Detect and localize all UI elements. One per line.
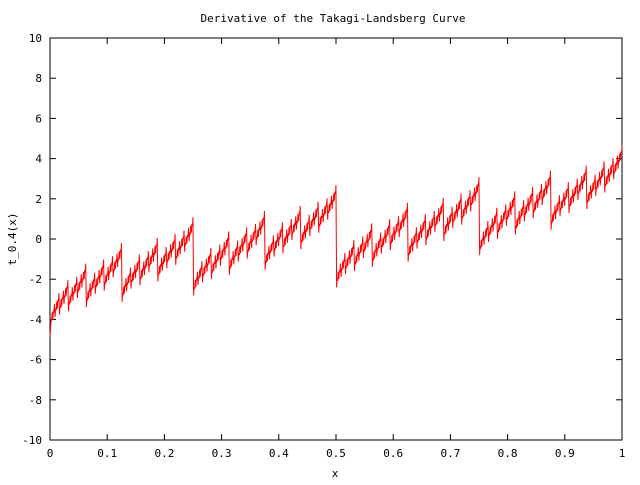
x-tick-label: 0.4 bbox=[269, 447, 289, 460]
y-tick-label: -8 bbox=[29, 394, 42, 407]
series-line bbox=[49, 144, 623, 337]
y-tick-label: -4 bbox=[29, 313, 43, 326]
y-tick-label: -2 bbox=[29, 273, 42, 286]
y-tick-label: -6 bbox=[29, 354, 42, 367]
x-tick-label: 1 bbox=[619, 447, 626, 460]
y-axis-ticks: -10 -8 -6 -4 -2 0 2 4 6 8 10 bbox=[22, 32, 622, 447]
x-tick-label: 0 bbox=[47, 447, 54, 460]
x-tick-label: 0.2 bbox=[154, 447, 174, 460]
x-tick-label: 0.3 bbox=[212, 447, 232, 460]
x-tick-label: 0.9 bbox=[555, 447, 575, 460]
y-tick-label: 4 bbox=[35, 153, 42, 166]
x-tick-label: 0.7 bbox=[440, 447, 460, 460]
y-tick-label: 6 bbox=[35, 112, 42, 125]
y-tick-label: 2 bbox=[35, 193, 42, 206]
chart-title: Derivative of the Takagi-Landsberg Curve bbox=[201, 12, 466, 25]
y-tick-label: 8 bbox=[35, 72, 42, 85]
x-tick-label: 0.6 bbox=[383, 447, 403, 460]
y-tick-label: 0 bbox=[35, 233, 42, 246]
y-axis-label: t_0.4(x) bbox=[6, 213, 19, 266]
x-tick-label: 0.5 bbox=[326, 447, 346, 460]
x-axis-ticks: 0 0.1 0.2 0.3 0.4 0.5 0.6 0.7 0.8 0.9 1 bbox=[47, 38, 626, 460]
x-tick-label: 0.1 bbox=[97, 447, 117, 460]
x-axis-label: x bbox=[332, 467, 339, 480]
y-tick-label: 10 bbox=[29, 32, 42, 45]
x-tick-label: 0.8 bbox=[498, 447, 518, 460]
series-layer bbox=[49, 144, 623, 337]
y-tick-label: -10 bbox=[22, 434, 42, 447]
